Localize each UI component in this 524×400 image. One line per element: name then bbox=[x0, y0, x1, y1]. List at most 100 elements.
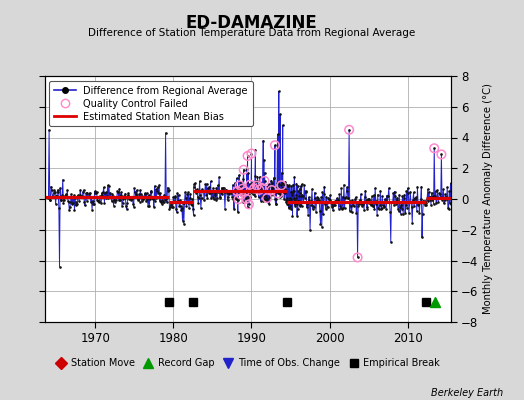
Point bbox=[296, 190, 304, 196]
Point bbox=[154, 184, 162, 190]
Point bbox=[293, 182, 302, 189]
Point bbox=[257, 198, 265, 204]
Point bbox=[198, 186, 206, 192]
Point bbox=[301, 194, 309, 201]
Point bbox=[236, 178, 245, 185]
Point bbox=[258, 185, 266, 191]
Point bbox=[82, 190, 90, 196]
Point bbox=[54, 189, 62, 196]
Point bbox=[89, 200, 97, 207]
Point bbox=[214, 182, 222, 189]
Point bbox=[286, 196, 294, 202]
Point bbox=[97, 200, 105, 206]
Point bbox=[243, 153, 252, 159]
Point bbox=[361, 187, 369, 194]
Point bbox=[162, 199, 171, 205]
Point bbox=[339, 193, 347, 200]
Point bbox=[403, 205, 411, 212]
Point bbox=[400, 192, 409, 198]
Point bbox=[426, 194, 434, 200]
Point bbox=[166, 204, 174, 210]
Point bbox=[158, 196, 167, 203]
Point bbox=[353, 199, 361, 206]
Point bbox=[191, 187, 200, 194]
Point bbox=[155, 182, 163, 188]
Point bbox=[102, 189, 111, 196]
Point bbox=[292, 180, 301, 187]
Point bbox=[234, 184, 243, 190]
Point bbox=[83, 198, 91, 204]
Point bbox=[215, 194, 224, 200]
Point bbox=[223, 197, 232, 203]
Point bbox=[414, 202, 422, 209]
Point bbox=[368, 193, 376, 199]
Point bbox=[135, 191, 143, 198]
Point bbox=[120, 193, 128, 199]
Point bbox=[315, 208, 324, 214]
Point bbox=[268, 187, 276, 194]
Point bbox=[206, 190, 214, 196]
Point bbox=[234, 209, 242, 216]
Point bbox=[378, 193, 387, 200]
Point bbox=[73, 201, 81, 207]
Point bbox=[280, 180, 288, 186]
Point bbox=[179, 200, 188, 207]
Point bbox=[383, 192, 391, 199]
Point bbox=[236, 182, 244, 189]
Point bbox=[249, 185, 258, 192]
Point bbox=[129, 204, 138, 210]
Point bbox=[168, 204, 176, 211]
Point bbox=[387, 239, 395, 245]
Point bbox=[126, 195, 134, 201]
Point bbox=[122, 203, 130, 209]
Point bbox=[336, 205, 345, 212]
Point bbox=[223, 190, 231, 196]
Point bbox=[62, 194, 71, 200]
Point bbox=[161, 197, 169, 203]
Point bbox=[188, 202, 196, 209]
Point bbox=[103, 193, 111, 199]
Point bbox=[423, 186, 432, 192]
Point bbox=[282, 199, 290, 205]
Point bbox=[358, 202, 366, 209]
Point bbox=[376, 202, 384, 208]
Point bbox=[403, 185, 412, 191]
Point bbox=[315, 198, 323, 204]
Point bbox=[199, 188, 207, 194]
Point bbox=[131, 189, 139, 195]
Point bbox=[345, 127, 353, 133]
Point bbox=[344, 194, 352, 201]
Point bbox=[334, 197, 342, 203]
Point bbox=[396, 204, 404, 210]
Point bbox=[255, 187, 264, 193]
Point bbox=[410, 203, 418, 209]
Point bbox=[293, 212, 301, 219]
Point bbox=[235, 172, 243, 178]
Point bbox=[208, 189, 216, 196]
Point bbox=[291, 195, 300, 201]
Point bbox=[247, 188, 255, 195]
Point bbox=[444, 205, 452, 211]
Point bbox=[277, 182, 286, 188]
Point bbox=[52, 192, 60, 199]
Point bbox=[250, 193, 259, 200]
Point bbox=[233, 188, 242, 194]
Point bbox=[242, 186, 250, 193]
Point bbox=[239, 199, 247, 205]
Point bbox=[280, 185, 289, 192]
Point bbox=[78, 194, 86, 200]
Point bbox=[308, 186, 316, 192]
Point bbox=[69, 200, 78, 206]
Legend: Station Move, Record Gap, Time of Obs. Change, Empirical Break: Station Move, Record Gap, Time of Obs. C… bbox=[52, 355, 443, 371]
Point bbox=[241, 190, 249, 197]
Point bbox=[88, 206, 96, 213]
Point bbox=[264, 184, 272, 190]
Point bbox=[388, 199, 397, 205]
Point bbox=[335, 191, 344, 198]
Point bbox=[225, 189, 233, 196]
Point bbox=[236, 185, 245, 192]
Point bbox=[226, 190, 235, 197]
Point bbox=[256, 181, 265, 188]
Point bbox=[425, 189, 433, 195]
Point bbox=[424, 198, 433, 204]
